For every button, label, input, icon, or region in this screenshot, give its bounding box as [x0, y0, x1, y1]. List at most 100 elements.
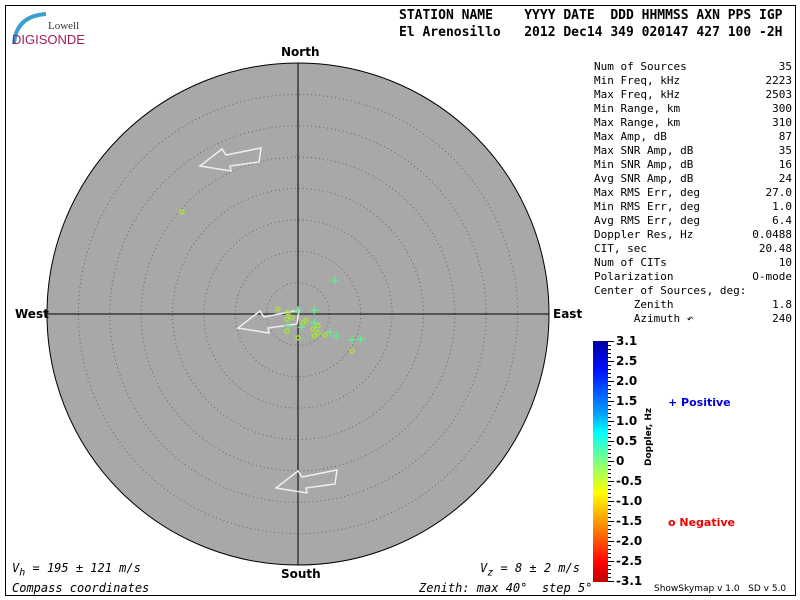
colorbar-minor-tick — [608, 365, 611, 366]
stat-label: Avg SNR Amp, dB — [594, 172, 694, 185]
negative-source-point — [322, 331, 328, 338]
colorbar-minor-tick — [608, 405, 611, 406]
colorbar-minor-tick — [608, 377, 611, 378]
velocity-arrow — [236, 309, 300, 334]
stat-value: 20.48 — [758, 242, 792, 255]
colorbar-minor-tick — [608, 557, 611, 558]
colorbar-tick: 3.1 — [616, 334, 638, 348]
stat-label: Max SNR Amp, dB — [594, 144, 694, 157]
header-values: El Arenosillo 2012 Dec14 349 020147 427 … — [399, 25, 783, 40]
stat-row: Zenith 1.8 — [594, 298, 792, 312]
frame — [5, 5, 796, 596]
vz-readout: Vz = 8 ± 2 m/s — [480, 561, 580, 579]
stat-row: Max Freq, kHz 2503 — [594, 88, 792, 102]
header-labels: STATION NAME YYYY DATE DDD HHMMSS AXN PP… — [399, 8, 783, 23]
stat-label: Min Freq, kHz — [594, 74, 681, 87]
west-label: West — [15, 307, 49, 321]
version: ShowSkymap v 1.0 SD v 5.0 — [654, 584, 787, 594]
colorbar-minor-tick — [608, 457, 611, 458]
colorbar-tick: -3.1 — [616, 574, 643, 588]
digisonde-logo: Lowell DIGISONDE — [10, 10, 100, 50]
stat-label: Zenith — [594, 298, 674, 311]
stat-value: 310 — [772, 116, 792, 129]
negative-source-point — [285, 309, 291, 316]
colorbar-minor-tick — [608, 553, 611, 554]
stat-row: Num of CITs 10 — [594, 256, 792, 270]
colorbar-minor-tick — [608, 561, 614, 562]
stat-label: Min RMS Err, deg — [594, 200, 700, 213]
colorbar-minor-tick — [608, 549, 611, 550]
stat-value: 87 — [778, 130, 792, 143]
colorbar-minor-tick — [608, 469, 611, 470]
south-label: South — [281, 567, 321, 581]
positive-source-point — [310, 306, 319, 315]
negative-source-point — [349, 348, 355, 354]
colorbar-minor-tick — [608, 413, 611, 414]
colorbar-tick: -2.5 — [616, 554, 643, 568]
negative-source-point — [295, 335, 301, 341]
colorbar-minor-tick — [608, 353, 611, 354]
colorbar-tick: 1.5 — [616, 394, 638, 408]
colorbar-minor-tick — [608, 441, 614, 442]
stat-value: 10 — [778, 256, 792, 269]
negative-source-point — [315, 330, 321, 336]
colorbar-minor-tick — [608, 573, 611, 574]
positive-source-point — [331, 276, 340, 285]
colorbar-minor-tick — [608, 545, 611, 546]
stat-label: Max RMS Err, deg — [594, 186, 700, 199]
colorbar-minor-tick — [608, 417, 611, 418]
stat-row: Min Range, km 300 — [594, 102, 792, 116]
negative-source-point — [303, 317, 309, 324]
colorbar-minor-tick — [608, 465, 611, 466]
legend-positive: + Positive — [668, 396, 731, 409]
stat-value: 1.0 — [772, 200, 792, 213]
stat-value: 24 — [778, 172, 792, 185]
stat-label: Max Amp, dB — [594, 130, 667, 143]
colorbar-minor-tick — [608, 537, 611, 538]
stat-row: Min SNR Amp, dB 16 — [594, 158, 792, 172]
colorbar-minor-tick — [608, 341, 614, 342]
velocity-arrow — [198, 147, 262, 172]
colorbar-minor-tick — [608, 425, 611, 426]
positive-source-point — [347, 335, 356, 344]
stat-label: Num of Sources — [594, 60, 687, 73]
negative-source-point — [300, 320, 306, 326]
negative-source-point — [288, 314, 295, 320]
colorbar-tick: -0.5 — [616, 474, 643, 488]
negative-source-point — [311, 333, 318, 339]
stats-table: Num of Sources 35 Min Freq, kHz 2223 Max Fre… — [594, 60, 792, 326]
stat-row: Avg RMS Err, deg 6.4 — [594, 214, 792, 228]
negative-source-point — [310, 326, 316, 332]
colorbar-minor-tick — [608, 501, 614, 502]
colorbar-minor-tick — [608, 565, 611, 566]
east-label: East — [553, 307, 583, 321]
stat-value: 35 — [778, 144, 792, 157]
stat-row: Min Freq, kHz 2223 — [594, 74, 792, 88]
stat-row: Max RMS Err, deg 27.0 — [594, 186, 792, 200]
colorbar-tick: 2.5 — [616, 354, 638, 368]
colorbar-minor-tick — [608, 389, 611, 390]
north-label: North — [281, 45, 320, 59]
stat-label: CIT, sec — [594, 242, 647, 255]
colorbar-minor-tick — [608, 541, 614, 542]
colorbar-minor-tick — [608, 381, 614, 382]
colorbar-minor-tick — [608, 581, 614, 582]
stat-row: Max Amp, dB 87 — [594, 130, 792, 144]
colorbar-minor-tick — [608, 373, 611, 374]
colorbar-minor-tick — [608, 433, 611, 434]
colorbar-label: Doppler, Hz — [644, 407, 654, 466]
colorbar-tick: -2.0 — [616, 534, 643, 548]
stat-label: Doppler Res, Hz — [594, 228, 694, 241]
colorbar-minor-tick — [608, 477, 611, 478]
negative-source-point — [275, 306, 281, 312]
stat-label: Min SNR Amp, dB — [594, 158, 694, 171]
stat-value: 240 — [772, 312, 792, 325]
positive-source-point — [297, 323, 306, 332]
colorbar-minor-tick — [608, 569, 611, 570]
colorbar-minor-tick — [608, 485, 611, 486]
colorbar-minor-tick — [608, 449, 611, 450]
stat-value: 300 — [772, 102, 792, 115]
colorbar-minor-tick — [608, 509, 611, 510]
colorbar-minor-tick — [608, 493, 611, 494]
colorbar-minor-tick — [608, 361, 614, 362]
